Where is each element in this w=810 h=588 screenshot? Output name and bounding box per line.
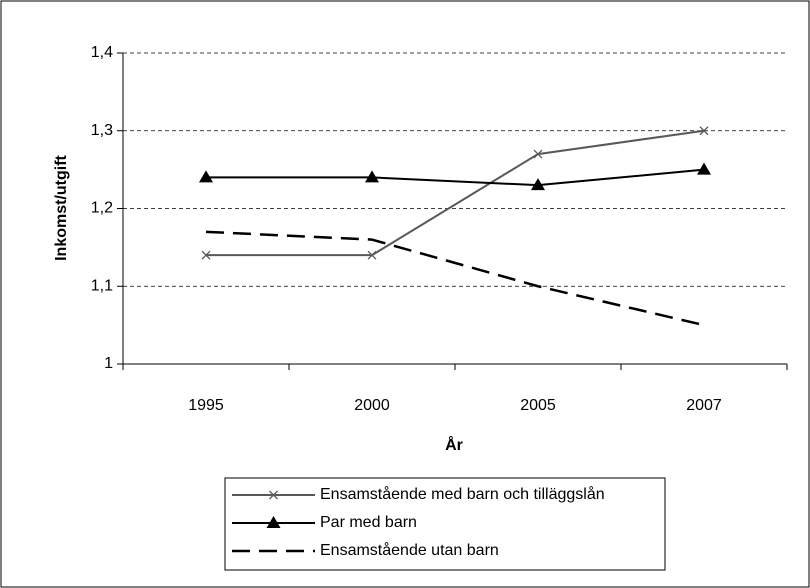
y-tick-label: 1,3: [91, 122, 113, 139]
series-marker: [531, 178, 545, 191]
y-tick-label: 1,2: [91, 200, 113, 217]
series-marker: [699, 126, 709, 136]
x-tick-label: 2005: [520, 397, 556, 414]
series-marker: [367, 250, 377, 260]
x-tick-label: 2007: [686, 397, 722, 414]
x-tick-label: 1995: [188, 397, 224, 414]
series-marker: [533, 149, 543, 159]
legend-label: Par med barn: [320, 514, 417, 531]
x-axis-label: År: [445, 435, 463, 454]
y-axis-label: Inkomst/utgift: [53, 154, 70, 260]
series-line: [205, 230, 705, 327]
y-tick-label: 1,1: [91, 277, 113, 294]
series-marker: [697, 162, 711, 175]
legend-marker: [269, 490, 278, 500]
series-marker: [201, 250, 211, 260]
legend-label: Ensamstående med barn och tilläggslån: [320, 485, 605, 503]
series-marker: [199, 170, 213, 183]
legend-label: Ensamstående utan barn: [320, 541, 499, 559]
series-marker: [365, 170, 379, 183]
x-tick-label: 2000: [354, 397, 390, 414]
series-line: [206, 129, 705, 257]
series-line: [206, 168, 705, 187]
y-tick-label: 1,4: [91, 44, 113, 61]
y-tick-label: 1: [104, 355, 113, 372]
legend-marker: [266, 516, 281, 528]
